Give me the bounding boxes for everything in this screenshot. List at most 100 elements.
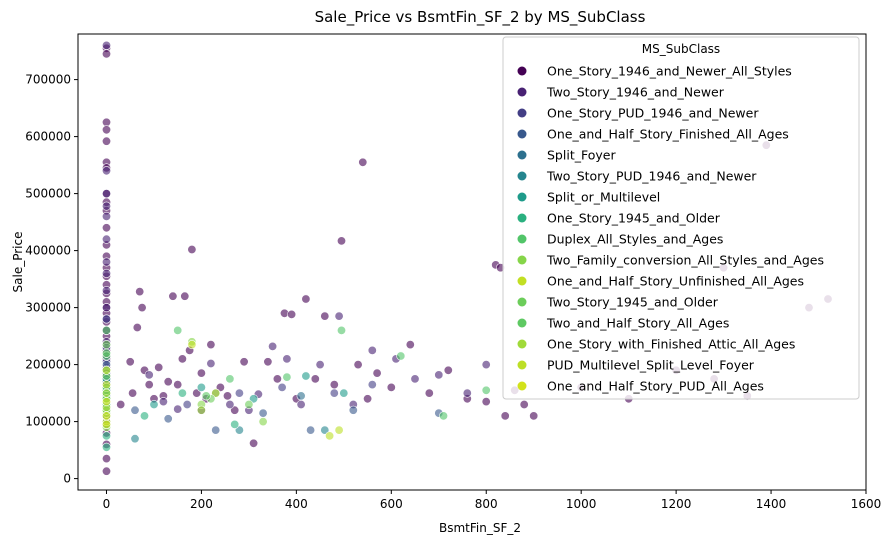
data-point-7-6: [177, 388, 187, 398]
legend-label-2: One_Story_PUD_1946_and_Newer: [547, 106, 759, 121]
legend-label-0: One_Story_1946_and_Newer_All_Styles: [547, 64, 792, 79]
legend-label-6: Split_or_Multilevel: [547, 190, 660, 205]
data-point-3-7: [163, 414, 173, 424]
data-point-14-1: [102, 380, 112, 390]
legend-marker-9: [517, 255, 527, 265]
legend-label-9: Two_Family_conversion_All_Styles_and_Age…: [546, 253, 824, 268]
data-point-1-6: [102, 257, 112, 267]
data-point-6-6: [301, 371, 311, 381]
data-point-1-26: [268, 341, 278, 351]
x-tick-label-8: 1600: [851, 497, 882, 511]
data-point-0-74: [336, 236, 346, 246]
legend-label-13: One_Story_with_Finished_Attic_All_Ages: [547, 337, 795, 352]
data-point-5-5: [320, 425, 330, 435]
data-point-6-7: [339, 388, 349, 398]
data-point-1-30: [334, 311, 344, 321]
legend-marker-3: [517, 129, 527, 139]
data-point-0-39: [125, 357, 135, 367]
legend-label-10: One_and_Half_Story_Unfinished_All_Ages: [547, 274, 804, 289]
data-point-2-7: [182, 399, 192, 409]
legend-marker-12: [517, 318, 527, 328]
data-point-9-5: [258, 417, 268, 427]
data-point-1-19: [158, 397, 168, 407]
data-point-12-0: [102, 325, 112, 335]
data-point-11-0: [102, 340, 112, 350]
legend-label-11: Two_Story_1945_and_Older: [546, 295, 719, 310]
legend-label-7: One_Story_1945_and_Older: [547, 211, 721, 226]
data-point-10-2: [187, 340, 197, 350]
data-point-7-4: [102, 442, 112, 452]
data-point-8-5: [225, 374, 235, 384]
data-point-0-53: [180, 291, 190, 301]
data-point-0-55: [187, 245, 197, 255]
data-point-8-6: [282, 372, 292, 382]
legend-box: [502, 36, 860, 400]
data-point-4-5: [296, 391, 306, 401]
data-point-3-10: [306, 425, 316, 435]
legend-label-1: Two_Story_1946_and_Newer: [546, 85, 725, 100]
y-tick-label-2: 200000: [25, 358, 71, 372]
data-point-0-59: [206, 340, 216, 350]
legend-label-3: One_and_Half_Story_Finished_All_Ages: [547, 127, 789, 142]
data-point-2-9: [277, 382, 287, 392]
data-point-3-8: [211, 425, 221, 435]
legend-marker-15: [517, 381, 527, 391]
data-point-0-10: [102, 223, 112, 233]
data-point-0-80: [405, 340, 415, 350]
data-point-13-0: [102, 388, 112, 398]
data-point-0-78: [372, 368, 382, 378]
data-point-0-84: [481, 397, 491, 407]
legend-marker-0: [517, 66, 527, 76]
data-point-0-65: [263, 357, 273, 367]
legend-marker-8: [517, 234, 527, 244]
legend-label-5: Two_Story_PUD_1946_and_Newer: [546, 169, 757, 184]
x-tick-label-3: 600: [380, 497, 403, 511]
data-point-0-49: [163, 377, 173, 387]
legend-label-15: One_and_Half_Story_PUD_All_Ages: [547, 379, 764, 394]
data-point-1-35: [434, 370, 444, 380]
legend-label-14: PUD_Multilevel_Split_Level_Foyer: [547, 358, 755, 373]
data-point-12-2: [201, 391, 211, 401]
legend-marker-4: [517, 150, 527, 160]
data-point-7-5: [140, 411, 150, 421]
data-point-1-5: [102, 234, 112, 244]
data-point-0-36: [102, 454, 112, 464]
x-tick-label-2: 400: [285, 497, 308, 511]
data-point-1-27: [282, 354, 292, 364]
data-point-7-3: [102, 431, 112, 441]
y-tick-label-3: 300000: [25, 301, 71, 315]
data-point-2-8: [234, 388, 244, 398]
data-point-14-2: [325, 431, 335, 441]
data-point-1-20: [173, 404, 183, 414]
data-point-7-7: [230, 419, 240, 429]
data-point-8-8: [396, 351, 406, 361]
data-point-0-4: [102, 136, 112, 146]
x-tick-label-1: 200: [190, 497, 213, 511]
data-point-0-62: [230, 405, 240, 415]
x-tick-label-7: 1400: [756, 497, 787, 511]
y-axis-label: Sale_Price: [11, 232, 25, 293]
legend-marker-11: [517, 297, 527, 307]
data-point-0-89: [519, 399, 529, 409]
data-point-0-87: [500, 411, 510, 421]
y-axis: 0 100000 200000 300000 400000 500000 600000 700…: [25, 73, 78, 486]
data-point-0-72: [320, 311, 330, 321]
data-point-8-7: [336, 325, 346, 335]
data-point-0-64: [249, 438, 259, 448]
data-point-15-1: [102, 411, 112, 421]
legend-label-4: Split_Foyer: [547, 148, 616, 163]
data-point-2-11: [367, 380, 377, 390]
x-tick-label-0: 0: [103, 497, 111, 511]
legend-marker-14: [517, 360, 527, 370]
data-point-8-9: [438, 411, 448, 421]
legend-marker-7: [517, 213, 527, 223]
plot-frame: [77, 33, 867, 491]
data-point-10-3: [211, 388, 221, 398]
legend-marker-13: [517, 339, 527, 349]
data-point-2-10: [329, 388, 339, 398]
data-point-0-73: [329, 380, 339, 390]
data-point-1-3: [102, 201, 112, 211]
data-point-3-11: [348, 405, 358, 415]
x-tick-label-4: 800: [475, 497, 498, 511]
